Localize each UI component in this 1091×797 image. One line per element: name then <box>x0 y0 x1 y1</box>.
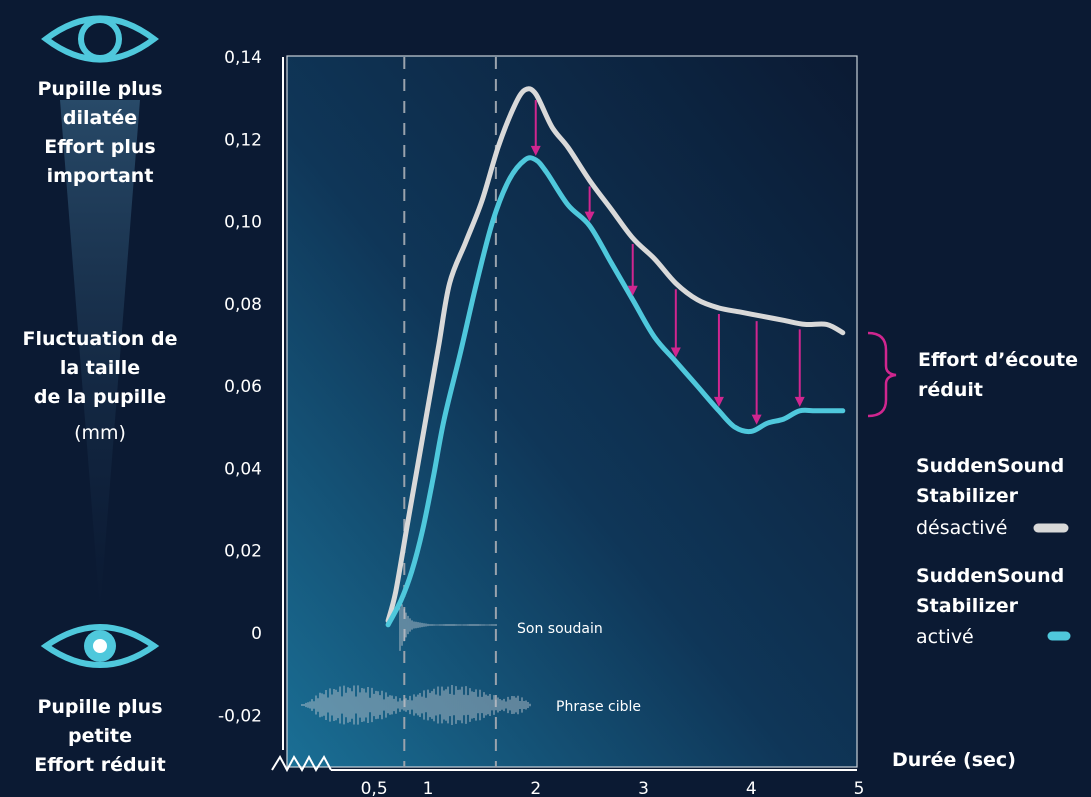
y-tick-label: 0,12 <box>224 130 262 150</box>
y-tick-label: 0,10 <box>224 213 262 233</box>
top-label-line-1: Pupille plus <box>37 78 162 100</box>
series-line-desactive <box>385 86 846 624</box>
x-tick-label: 2 <box>530 779 541 797</box>
reduction-arrow-1 <box>530 100 541 156</box>
top-eye-icon <box>41 15 159 63</box>
reduction-arrow-2 <box>584 186 595 222</box>
arrow-head <box>530 145 541 156</box>
y-tick-label: 0,04 <box>224 459 262 479</box>
x-tick-label: 1 <box>423 779 434 797</box>
effort-label-line2: réduit <box>918 379 983 401</box>
y-tick-label: 0,02 <box>224 542 262 562</box>
arrow-head <box>713 396 724 407</box>
x-axis-title: Durée (sec) <box>892 749 1016 771</box>
mid-label-line-1: Fluctuation de <box>23 328 178 350</box>
series-line-active <box>385 155 846 628</box>
mid-label-line-2: la taille <box>60 357 140 379</box>
y-tick-label: 0 <box>251 624 262 644</box>
y-tick-label: 0,08 <box>224 295 262 315</box>
legend-off-state: désactivé <box>916 517 1007 539</box>
bottom-label-line-2: petite <box>68 725 132 747</box>
mid-label-unit: (mm) <box>74 422 126 444</box>
x-tick-label: 3 <box>638 779 649 797</box>
target-sentence-waveform <box>301 685 531 725</box>
effort-bracket <box>867 331 897 418</box>
legend-off-line2: Stabilizer <box>916 485 1019 507</box>
effort-funnel <box>60 100 140 612</box>
plot-area <box>286 55 858 768</box>
y-tick-label: 0,14 <box>224 48 262 68</box>
axis-layer: 0,14 0,12 0,10 0,08 0,06 0,04 0,02 0 -0,02 0,5 1 2 3… <box>218 48 864 797</box>
x-tick-label: 0,5 <box>361 779 388 797</box>
series-layer <box>385 86 846 628</box>
legend: SuddenSound Stabilizer désactivé SuddenS… <box>916 455 1071 648</box>
left-labels: Pupille plus dilatée Effort plus important F… <box>23 78 178 776</box>
reduction-arrow-5 <box>713 313 724 407</box>
arrow-head <box>670 347 681 358</box>
arrow-layer <box>530 100 805 425</box>
legend-on-state: activé <box>916 626 974 648</box>
axis-break-zigzag <box>271 754 332 773</box>
arrow-head <box>627 285 638 296</box>
top-label-line-2: dilatée <box>63 107 137 129</box>
reduction-arrow-6 <box>751 321 762 425</box>
arrow-head <box>584 211 595 222</box>
reduction-arrow-4 <box>670 289 681 358</box>
waveforms <box>301 599 531 725</box>
grid-layer <box>403 57 497 767</box>
sudden-sound-label: Son soudain <box>517 621 603 637</box>
x-tick-label: 5 <box>854 779 865 797</box>
sudden-sound-waveform <box>399 599 497 651</box>
reduction-arrow-3 <box>627 244 638 296</box>
bottom-eye-icon <box>40 624 160 668</box>
legend-on-line2: Stabilizer <box>916 595 1019 617</box>
arrow-head <box>794 396 805 407</box>
bottom-label-line-1: Pupille plus <box>37 696 162 718</box>
arrow-head <box>751 414 762 425</box>
legend-on-line1: SuddenSound <box>916 565 1064 587</box>
y-tick-label: -0,02 <box>218 706 262 726</box>
top-label-line-4: important <box>47 165 154 187</box>
effort-label-line1: Effort d’écoute <box>918 349 1078 371</box>
mid-label-line-3: de la pupille <box>34 386 166 408</box>
legend-off-line1: SuddenSound <box>916 455 1064 477</box>
y-tick-label: 0,06 <box>224 377 262 397</box>
target-sentence-label: Phrase cible <box>556 699 641 715</box>
top-label-line-3: Effort plus <box>44 136 155 158</box>
x-tick-label: 4 <box>746 779 757 797</box>
bottom-label-line-3: Effort réduit <box>34 754 165 776</box>
reduction-arrow-7 <box>794 329 805 407</box>
